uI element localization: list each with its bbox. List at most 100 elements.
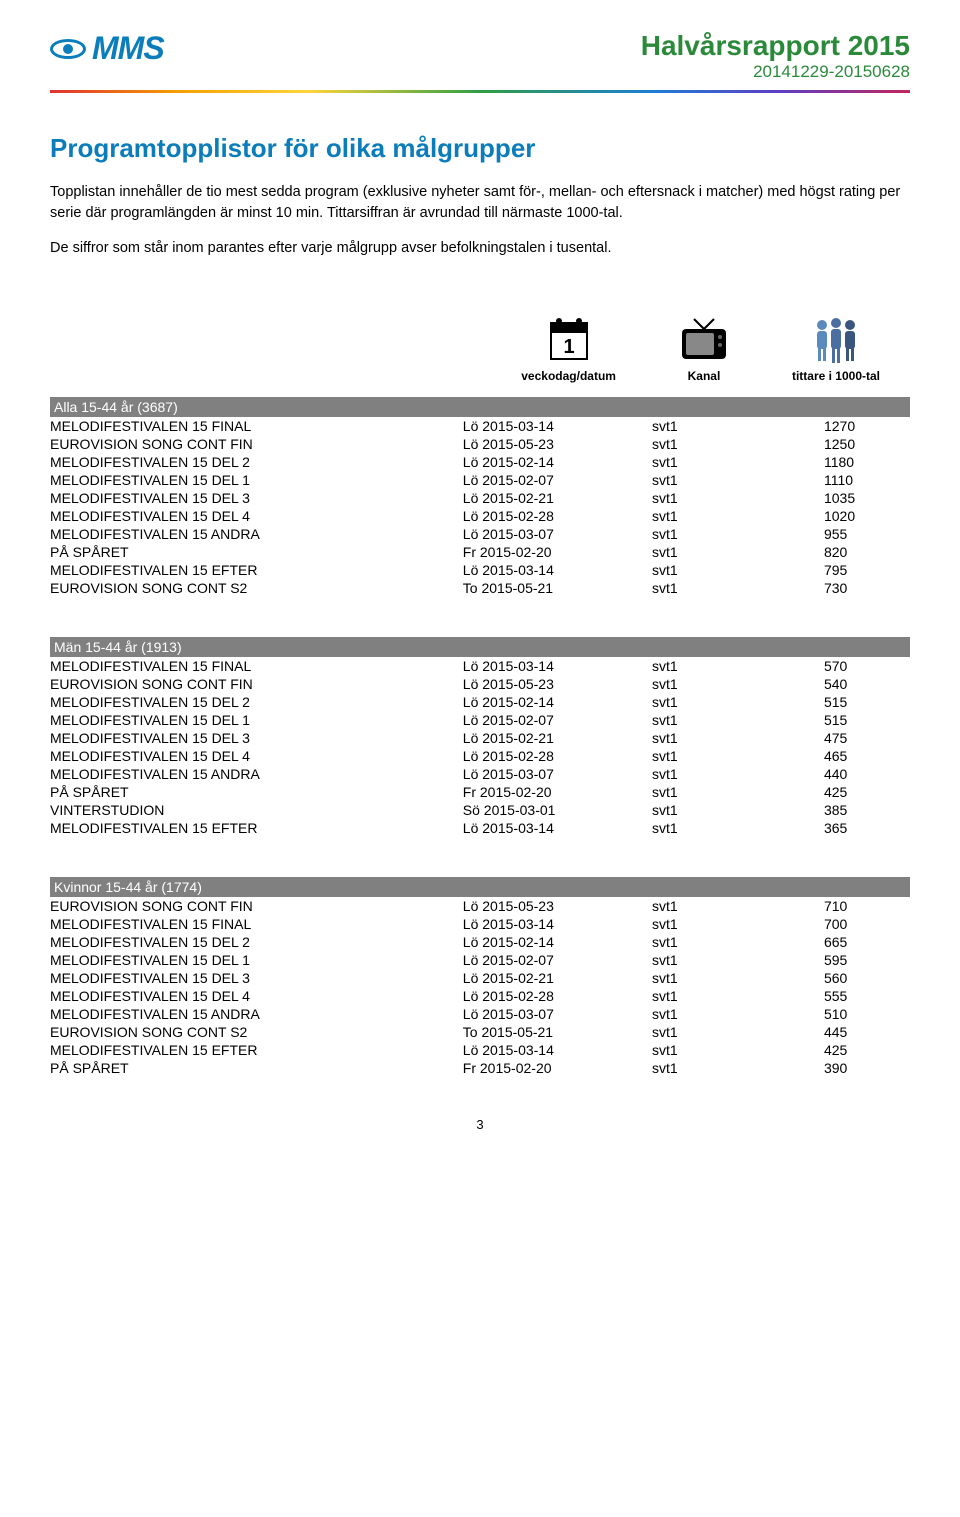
table-row: MELODIFESTIVALEN 15 DEL 3Lö 2015-02-21sv… (50, 729, 910, 747)
table-cell: MELODIFESTIVALEN 15 DEL 2 (50, 693, 463, 711)
table-cell: 440 (824, 765, 910, 783)
table-cell: svt1 (652, 579, 824, 597)
table-cell: 730 (824, 579, 910, 597)
table-cell: svt1 (652, 693, 824, 711)
header-right: Halvårsrapport 2015 20141229-20150628 (641, 30, 910, 82)
table-cell: 1035 (824, 489, 910, 507)
table-cell: PÅ SPÅRET (50, 1059, 463, 1077)
table-cell: EUROVISION SONG CONT FIN (50, 675, 463, 693)
table-cell: Lö 2015-02-28 (463, 507, 652, 525)
table-cell: svt1 (652, 525, 824, 543)
group-header: Kvinnor 15-44 år (1774) (50, 877, 910, 897)
table-cell: Lö 2015-03-14 (463, 657, 652, 675)
table-cell: PÅ SPÅRET (50, 783, 463, 801)
table-cell: Sö 2015-03-01 (463, 801, 652, 819)
table-cell: 595 (824, 951, 910, 969)
table-cell: EUROVISION SONG CONT FIN (50, 435, 463, 453)
table-cell: 1110 (824, 471, 910, 489)
table-cell: MELODIFESTIVALEN 15 DEL 1 (50, 951, 463, 969)
table-row: MELODIFESTIVALEN 15 DEL 4Lö 2015-02-28sv… (50, 507, 910, 525)
table-cell: Lö 2015-02-14 (463, 453, 652, 471)
table-row: EUROVISION SONG CONT FINLö 2015-05-23svt… (50, 675, 910, 693)
table-cell: Lö 2015-03-14 (463, 417, 652, 435)
table-cell: MELODIFESTIVALEN 15 ANDRA (50, 765, 463, 783)
legend-date-label: veckodag/datum (521, 369, 616, 383)
table-cell: svt1 (652, 711, 824, 729)
table-cell: 475 (824, 729, 910, 747)
table-cell: svt1 (652, 561, 824, 579)
tv-icon (676, 309, 732, 365)
table-row: EUROVISION SONG CONT S2To 2015-05-21svt1… (50, 579, 910, 597)
table-cell: MELODIFESTIVALEN 15 DEL 3 (50, 969, 463, 987)
table-cell: PÅ SPÅRET (50, 543, 463, 561)
table-cell: Lö 2015-02-21 (463, 969, 652, 987)
table-cell: svt1 (652, 729, 824, 747)
table-row: EUROVISION SONG CONT S2To 2015-05-21svt1… (50, 1023, 910, 1041)
table-cell: 1020 (824, 507, 910, 525)
table-cell: svt1 (652, 951, 824, 969)
table-cell: 365 (824, 819, 910, 837)
table-cell: 1180 (824, 453, 910, 471)
report-title: Halvårsrapport 2015 (641, 30, 910, 62)
table-row: MELODIFESTIVALEN 15 FINALLö 2015-03-14sv… (50, 657, 910, 675)
intro-paragraph-1: Topplistan innehåller de tio mest sedda … (50, 182, 910, 224)
table-cell: svt1 (652, 915, 824, 933)
report-range: 20141229-20150628 (641, 62, 910, 82)
table-cell: svt1 (652, 933, 824, 951)
table-cell: svt1 (652, 1005, 824, 1023)
table-cell: 425 (824, 1041, 910, 1059)
people-icon (792, 309, 880, 365)
table-row: MELODIFESTIVALEN 15 DEL 3Lö 2015-02-21sv… (50, 969, 910, 987)
table-cell: MELODIFESTIVALEN 15 EFTER (50, 561, 463, 579)
table-cell: svt1 (652, 1023, 824, 1041)
svg-text:1: 1 (563, 336, 574, 358)
table-cell: svt1 (652, 783, 824, 801)
table-row: MELODIFESTIVALEN 15 DEL 4Lö 2015-02-28sv… (50, 987, 910, 1005)
legend-viewers: tittare i 1000-tal (792, 309, 880, 383)
table-cell: 385 (824, 801, 910, 819)
table-cell: svt1 (652, 657, 824, 675)
table-cell: 665 (824, 933, 910, 951)
table-row: PÅ SPÅRETFr 2015-02-20svt1425 (50, 783, 910, 801)
table-cell: Lö 2015-03-07 (463, 525, 652, 543)
table-row: MELODIFESTIVALEN 15 ANDRALö 2015-03-07sv… (50, 525, 910, 543)
table-cell: svt1 (652, 897, 824, 915)
table-cell: svt1 (652, 987, 824, 1005)
table-cell: EUROVISION SONG CONT S2 (50, 1023, 463, 1041)
table-row: MELODIFESTIVALEN 15 DEL 2Lö 2015-02-14sv… (50, 453, 910, 471)
table-cell: Lö 2015-03-07 (463, 765, 652, 783)
table-row: MELODIFESTIVALEN 15 EFTERLö 2015-03-14sv… (50, 1041, 910, 1059)
table-cell: 795 (824, 561, 910, 579)
table-cell: 465 (824, 747, 910, 765)
table-cell: 510 (824, 1005, 910, 1023)
table-cell: Lö 2015-03-14 (463, 561, 652, 579)
table-cell: svt1 (652, 801, 824, 819)
table-row: PÅ SPÅRETFr 2015-02-20svt1390 (50, 1059, 910, 1077)
table-cell: EUROVISION SONG CONT FIN (50, 897, 463, 915)
table-cell: MELODIFESTIVALEN 15 DEL 3 (50, 729, 463, 747)
table-row: MELODIFESTIVALEN 15 ANDRALö 2015-03-07sv… (50, 765, 910, 783)
table-cell: 710 (824, 897, 910, 915)
table-row: VINTERSTUDIONSö 2015-03-01svt1385 (50, 801, 910, 819)
table-cell: svt1 (652, 747, 824, 765)
table-cell: Lö 2015-05-23 (463, 675, 652, 693)
table-row: MELODIFESTIVALEN 15 ANDRALö 2015-03-07sv… (50, 1005, 910, 1023)
table-cell: svt1 (652, 543, 824, 561)
table-cell: 540 (824, 675, 910, 693)
calendar-icon: 1 (521, 309, 616, 365)
logo: MMS (50, 30, 164, 67)
table-cell: svt1 (652, 453, 824, 471)
table-cell: Fr 2015-02-20 (463, 783, 652, 801)
table-cell: MELODIFESTIVALEN 15 DEL 3 (50, 489, 463, 507)
table-cell: svt1 (652, 417, 824, 435)
data-table: MELODIFESTIVALEN 15 FINALLö 2015-03-14sv… (50, 417, 910, 597)
data-table: MELODIFESTIVALEN 15 FINALLö 2015-03-14sv… (50, 657, 910, 837)
table-cell: 955 (824, 525, 910, 543)
table-cell: 445 (824, 1023, 910, 1041)
table-cell: 390 (824, 1059, 910, 1077)
table-row: MELODIFESTIVALEN 15 EFTERLö 2015-03-14sv… (50, 819, 910, 837)
table-row: MELODIFESTIVALEN 15 DEL 2Lö 2015-02-14sv… (50, 693, 910, 711)
data-groups: Alla 15-44 år (3687)MELODIFESTIVALEN 15 … (50, 397, 910, 1077)
table-cell: MELODIFESTIVALEN 15 EFTER (50, 1041, 463, 1059)
table-cell: MELODIFESTIVALEN 15 FINAL (50, 657, 463, 675)
